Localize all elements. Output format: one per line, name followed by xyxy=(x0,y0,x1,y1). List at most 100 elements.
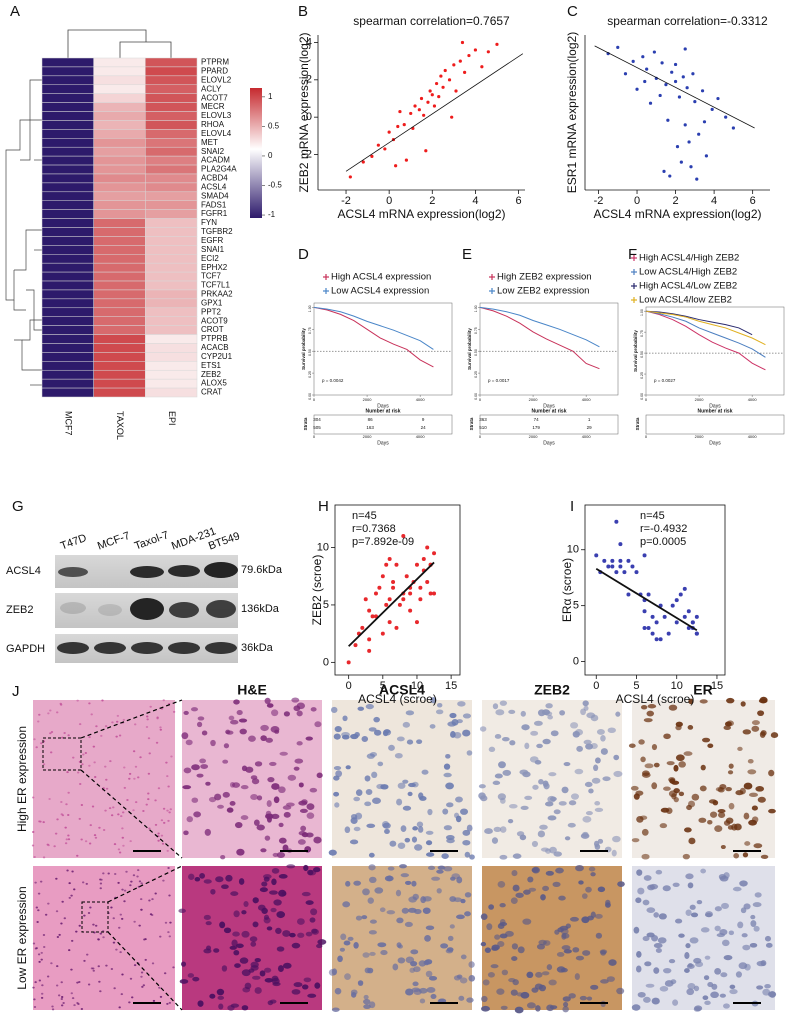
tissue-texture xyxy=(120,815,123,818)
tissue-texture xyxy=(464,911,471,917)
tissue-texture xyxy=(118,734,122,737)
chart-title: spearman correlation=0.7657 xyxy=(353,14,510,28)
x-tick-label: 2000 xyxy=(363,434,373,439)
heatmap-cell xyxy=(145,209,198,219)
tissue-texture xyxy=(117,813,120,816)
point xyxy=(634,570,639,575)
tissue-texture xyxy=(443,866,453,872)
tissue-texture xyxy=(664,980,674,987)
tissue-texture xyxy=(480,941,487,947)
tissue-texture xyxy=(125,870,128,873)
tissue-texture xyxy=(558,801,567,806)
risk-table-frame xyxy=(479,414,619,435)
tissue-texture xyxy=(49,709,52,712)
tissue-texture xyxy=(440,943,449,949)
tissue-texture xyxy=(409,967,416,973)
tissue-texture xyxy=(95,725,98,728)
tissue-texture xyxy=(544,801,554,807)
gene-label: ZEB2 xyxy=(201,370,222,379)
point xyxy=(724,115,728,119)
x-tick-label: 4000 xyxy=(748,397,758,402)
tissue-texture xyxy=(582,816,592,823)
tissue-texture xyxy=(129,977,133,980)
tissue-texture xyxy=(725,787,732,792)
tissue-texture xyxy=(159,728,163,731)
tissue-texture xyxy=(102,936,105,939)
tissue-texture xyxy=(203,879,212,884)
tissue-texture xyxy=(157,787,161,790)
gene-label: ACSL4 xyxy=(201,182,227,191)
tissue-texture xyxy=(33,1006,37,1009)
tissue-texture xyxy=(695,961,704,968)
tissue-texture xyxy=(129,884,132,887)
tissue-texture xyxy=(333,791,340,797)
tissue-texture xyxy=(123,766,126,769)
tissue-texture xyxy=(729,988,738,995)
tissue-texture xyxy=(259,970,266,977)
tissue-texture xyxy=(443,825,453,831)
row-label: Low ER expression xyxy=(15,886,29,989)
tissue-texture xyxy=(156,717,159,720)
tissue-texture xyxy=(55,877,58,880)
tissue-texture xyxy=(460,954,467,960)
legend-label: High ACSL4 expression xyxy=(331,272,431,283)
tissue-texture xyxy=(241,910,247,915)
tissue-texture xyxy=(500,797,506,804)
point xyxy=(408,608,413,613)
gene-label: PPARD xyxy=(201,66,228,75)
colorbar-tick-label: 1 xyxy=(268,92,273,101)
point xyxy=(384,562,389,567)
tissue-texture xyxy=(261,907,268,914)
tissue-texture xyxy=(222,759,229,764)
tissue-texture xyxy=(725,817,734,824)
tissue-texture xyxy=(225,874,233,882)
tissue-texture xyxy=(455,796,463,803)
tissue-texture xyxy=(492,780,501,786)
tissue-texture xyxy=(186,816,193,823)
point xyxy=(654,637,659,642)
tissue-texture xyxy=(221,965,228,972)
tissue-texture xyxy=(575,864,584,872)
tissue-texture xyxy=(404,837,411,843)
tissue-texture xyxy=(531,987,539,993)
heatmap-cell xyxy=(145,200,198,210)
tissue-texture xyxy=(138,880,142,883)
tissue-texture xyxy=(585,811,593,816)
tissue-texture xyxy=(462,829,471,836)
tissue-texture xyxy=(119,951,122,954)
tissue-texture xyxy=(402,805,412,811)
point xyxy=(408,591,413,596)
heatmap-cell xyxy=(93,120,146,130)
point xyxy=(679,160,683,164)
tissue-texture xyxy=(271,878,277,886)
heatmap-cell xyxy=(41,254,94,264)
tissue-texture xyxy=(643,996,651,1003)
gene-label: PTPRB xyxy=(201,334,228,343)
fit-line xyxy=(595,567,698,632)
tissue-texture xyxy=(636,869,643,876)
heatmap-cell xyxy=(41,262,94,273)
tissue-texture xyxy=(514,1006,524,1014)
x-tick-label: 4000 xyxy=(748,434,758,439)
heatmap-cell xyxy=(93,245,146,255)
tissue-texture xyxy=(750,920,757,928)
gene-label: FGFR1 xyxy=(201,209,228,218)
tissue-texture xyxy=(161,842,165,845)
heatmap-cell xyxy=(41,325,94,335)
x-tick-label: 2 xyxy=(673,195,679,207)
tissue-texture xyxy=(80,803,84,806)
gene-label: ELOVL4 xyxy=(201,129,232,138)
tissue-texture xyxy=(663,733,671,740)
tissue-texture xyxy=(658,913,667,920)
x-tick-label: 4000 xyxy=(582,434,592,439)
tissue-texture xyxy=(591,777,601,784)
tissue-texture xyxy=(459,977,468,984)
tissue-texture xyxy=(723,725,731,731)
tissue-texture xyxy=(357,980,364,986)
tissue-texture xyxy=(301,984,309,990)
heatmap-cell xyxy=(41,218,94,228)
tissue-texture xyxy=(225,730,234,735)
tissue-texture xyxy=(191,797,199,803)
tissue-texture xyxy=(368,727,377,732)
heatmap-cell xyxy=(93,138,146,148)
